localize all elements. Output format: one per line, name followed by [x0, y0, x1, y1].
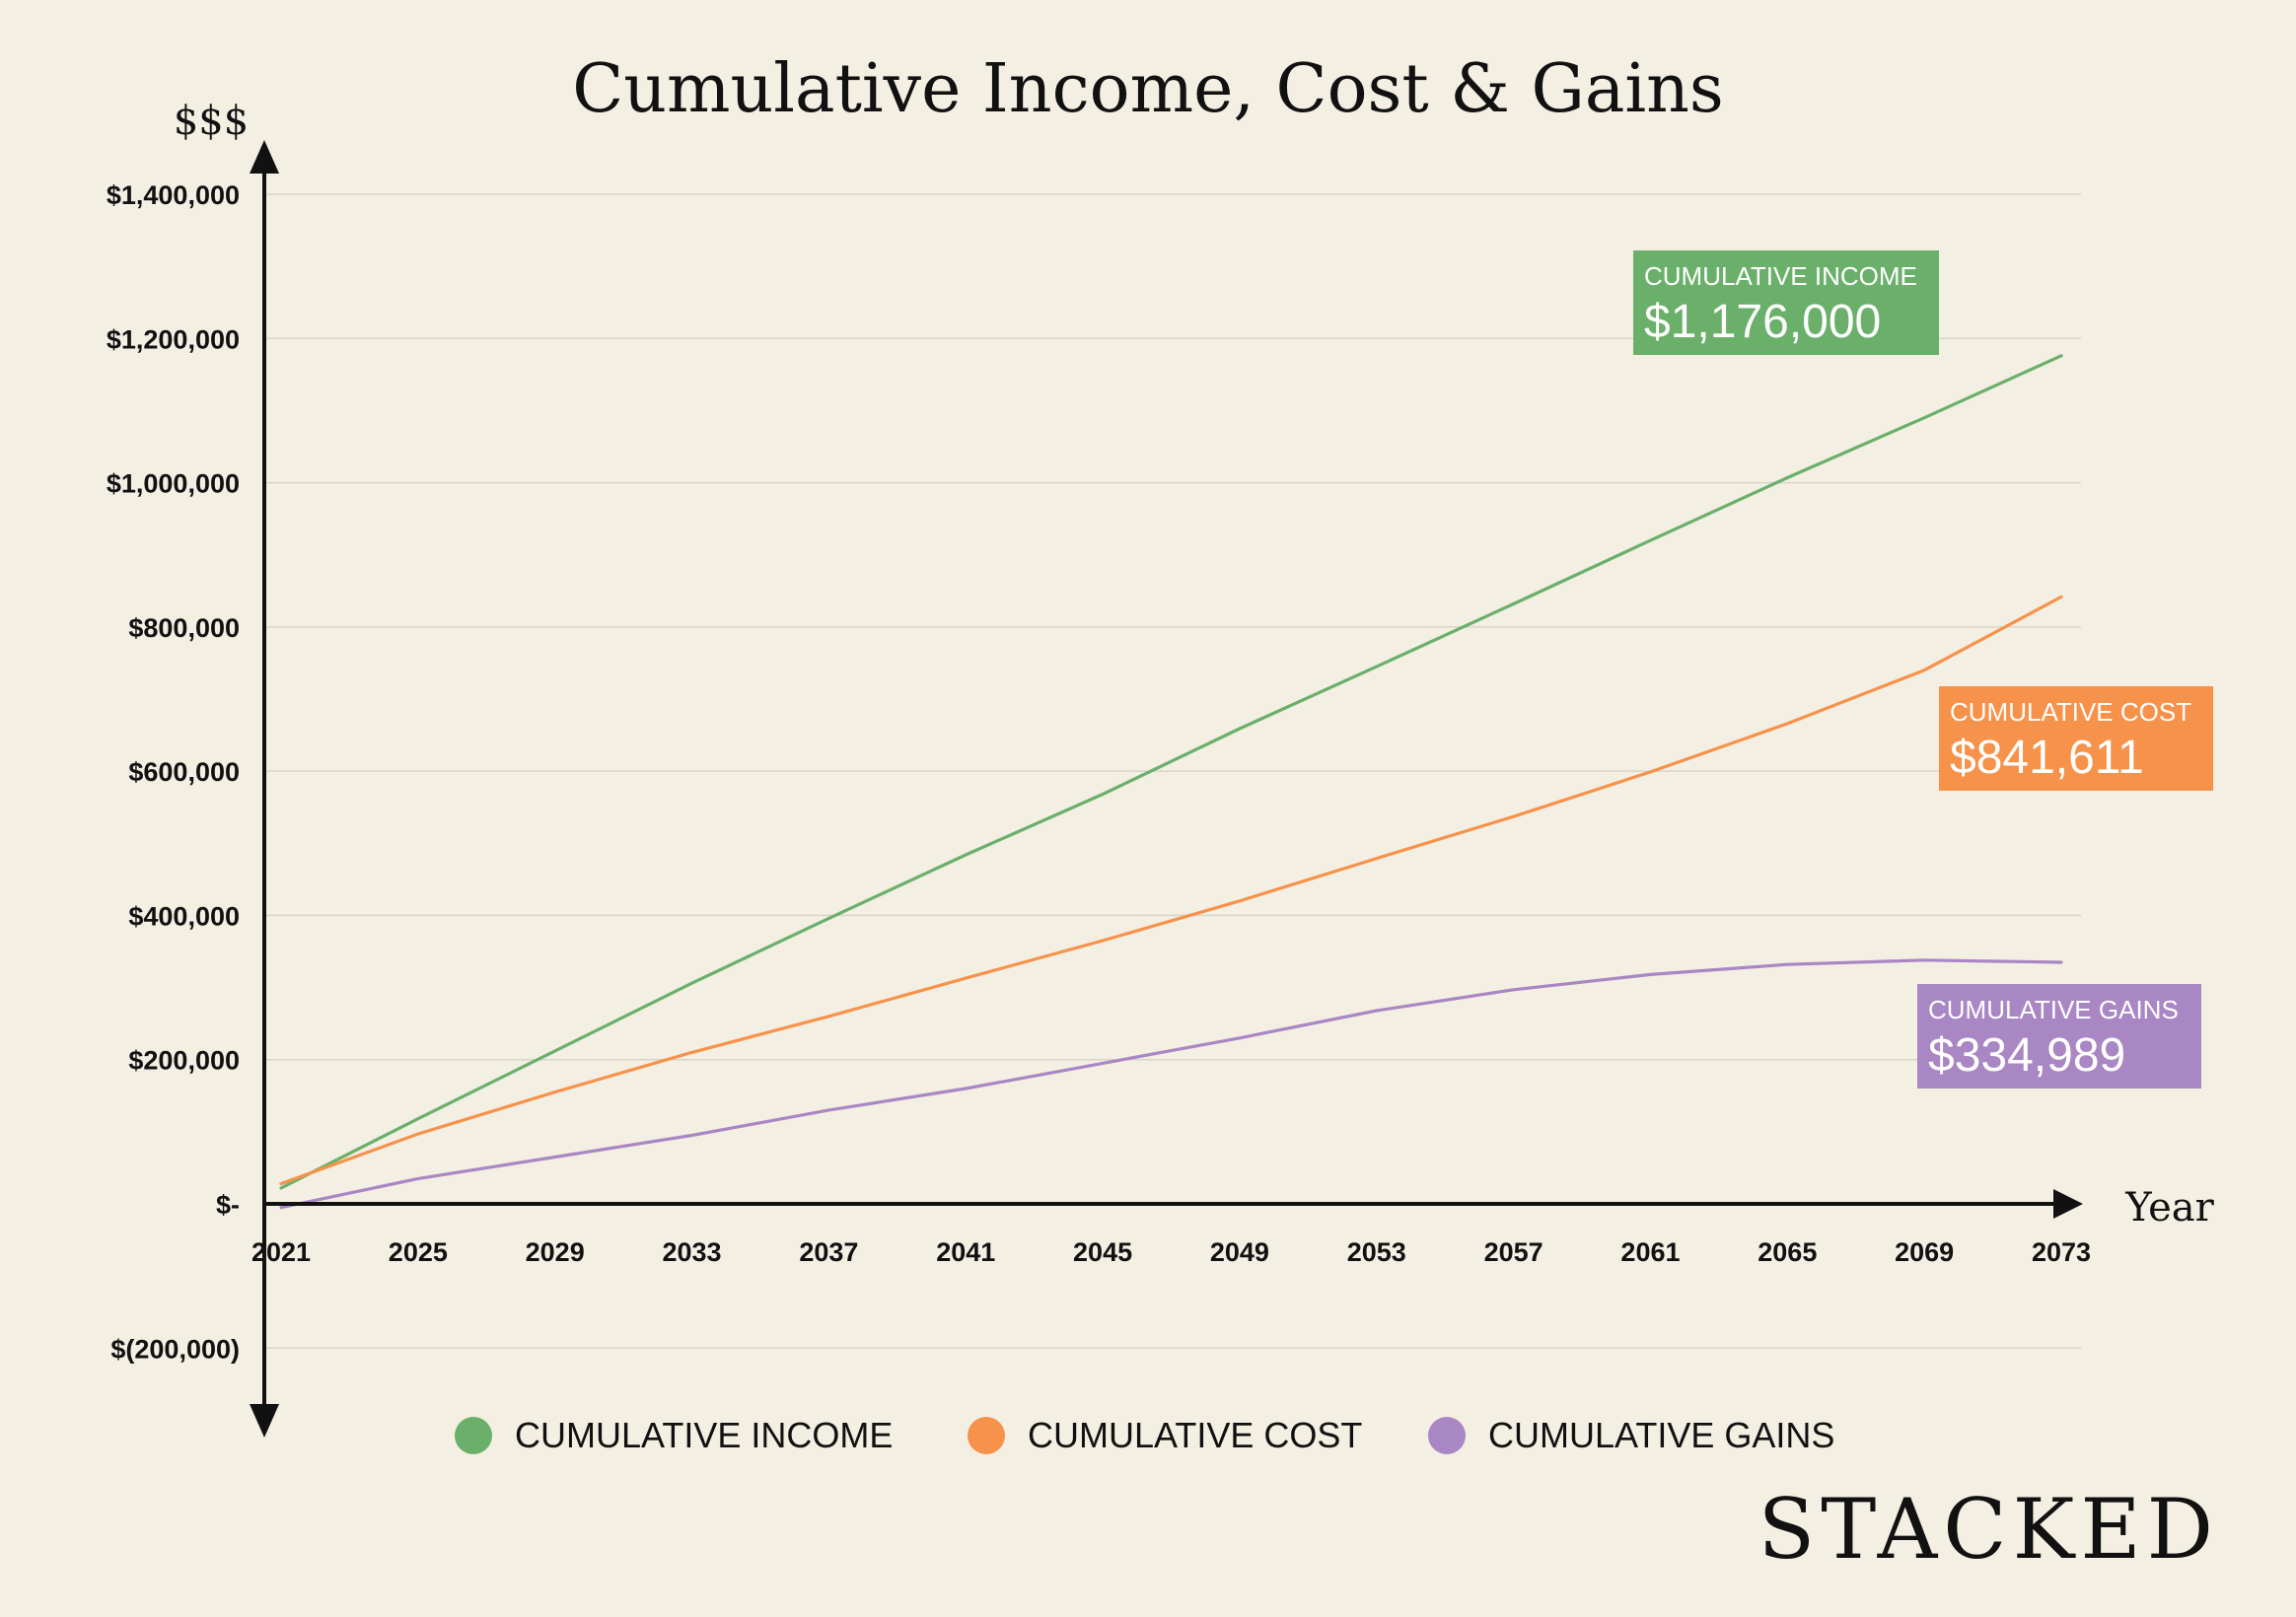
series-line-cumulative-income: [279, 354, 2063, 1190]
x-tick-label: 2037: [799, 1237, 858, 1267]
x-tick-label: 2053: [1347, 1237, 1406, 1267]
callout-title: CUMULATIVE INCOME: [1644, 261, 1917, 291]
y-axis-arrow-down: [250, 1404, 279, 1438]
callout-cumulative-gains: CUMULATIVE GAINS $334,989: [1917, 984, 2201, 1089]
x-tick-label: 2065: [1758, 1237, 1817, 1267]
legend-swatch: [1428, 1417, 1466, 1454]
x-tick-label: 2045: [1073, 1237, 1132, 1267]
series-line-cumulative-gains: [279, 958, 2063, 1210]
y-tick-label: $1,400,000: [107, 180, 240, 210]
legend-label: CUMULATIVE COST: [1028, 1415, 1362, 1455]
y-tick-label: $600,000: [128, 757, 240, 787]
callout-title: CUMULATIVE GAINS: [1928, 995, 2179, 1024]
legend-item: CUMULATIVE COST: [968, 1415, 1362, 1455]
x-tick-labels: 2021 2025 2029 2033 2037 2041 2045 2049 2053 2057…: [251, 1237, 2091, 1267]
y-tick-label: $1,200,000: [107, 324, 240, 354]
x-tick-label: 2029: [526, 1237, 585, 1267]
legend-swatch: [455, 1417, 492, 1454]
x-tick-label: 2061: [1620, 1237, 1680, 1267]
y-tick-label: $-: [216, 1190, 240, 1220]
gridlines: [264, 193, 2081, 1350]
y-tick-label: $200,000: [128, 1046, 240, 1076]
callout-cumulative-income: CUMULATIVE INCOME $1,176,000: [1633, 250, 1939, 355]
axes: [250, 140, 2083, 1438]
y-tick-label: $800,000: [128, 613, 240, 643]
x-tick-label: 2021: [251, 1237, 311, 1267]
series-line-cumulative-cost: [279, 595, 2063, 1186]
x-tick-label: 2033: [662, 1237, 721, 1267]
callout-value: $334,989: [1928, 1029, 2125, 1082]
callout-value: $841,611: [1950, 732, 2144, 784]
callout-cumulative-cost: CUMULATIVE COST $841,611: [1939, 686, 2213, 791]
legend-label: CUMULATIVE INCOME: [515, 1415, 893, 1455]
callouts: CUMULATIVE INCOME $1,176,000 CUMULATIVE CO…: [1633, 250, 2213, 1089]
x-tick-label: 2073: [2032, 1237, 2091, 1267]
callout-box: [1917, 984, 2201, 1089]
callout-box: [1939, 686, 2213, 791]
y-tick-label: $1,000,000: [107, 469, 240, 499]
x-axis-arrow: [2053, 1189, 2083, 1219]
callout-value: $1,176,000: [1644, 296, 1881, 348]
legend-label: CUMULATIVE GAINS: [1488, 1415, 1834, 1455]
x-tick-label: 2049: [1210, 1237, 1269, 1267]
x-axis-label: Year: [2124, 1185, 2214, 1230]
y-tick-label: $400,000: [128, 901, 240, 931]
brand-logo: STACKED: [1758, 1481, 2219, 1578]
x-tick-label: 2057: [1484, 1237, 1543, 1267]
legend-item: CUMULATIVE INCOME: [455, 1415, 893, 1455]
legend-item: CUMULATIVE GAINS: [1428, 1415, 1834, 1455]
x-tick-label: 2069: [1895, 1237, 1954, 1267]
callout-box: [1633, 250, 1939, 355]
legend: CUMULATIVE INCOME CUMULATIVE COST CUMULATI…: [455, 1415, 1834, 1455]
x-tick-label: 2025: [389, 1237, 448, 1267]
x-tick-label: 2041: [936, 1237, 995, 1267]
y-tick-labels: $1,400,000 $1,200,000 $1,000,000 $800,000 $6…: [107, 180, 240, 1364]
y-axis-arrow-up: [250, 140, 279, 174]
callout-title: CUMULATIVE COST: [1950, 697, 2191, 727]
y-axis-label: $$$: [174, 99, 249, 144]
series-lines: [279, 354, 2063, 1210]
chart-title: Cumulative Income, Cost & Gains: [572, 50, 1724, 128]
y-tick-label: $(200,000): [110, 1334, 240, 1364]
legend-swatch: [968, 1417, 1005, 1454]
